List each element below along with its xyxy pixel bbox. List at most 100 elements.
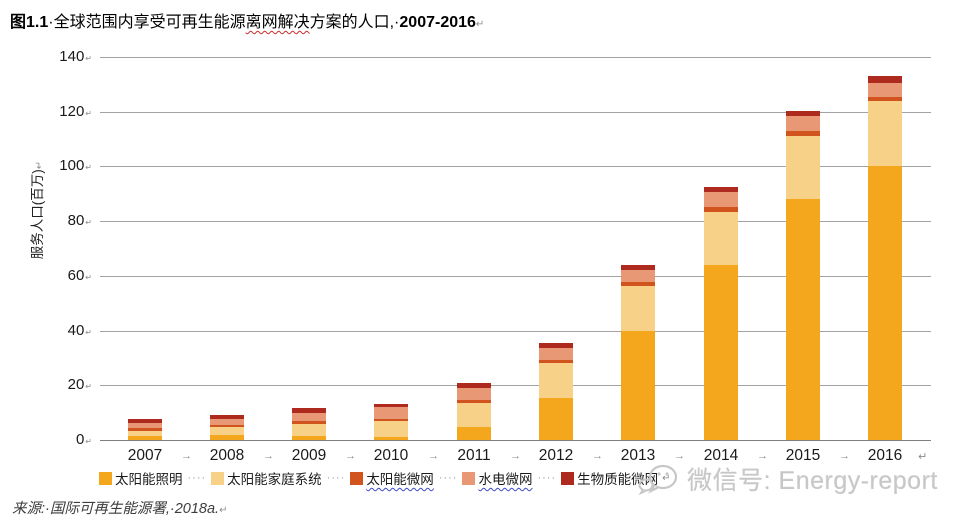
y-tick-label: 80↵	[67, 212, 92, 229]
gridline	[100, 331, 931, 332]
figure-number: 图1.1	[10, 14, 49, 31]
bar-segment	[457, 402, 491, 428]
gridline	[100, 385, 931, 386]
gridline	[100, 112, 931, 113]
bar-segment	[621, 330, 655, 440]
y-tick-label: 100↵	[59, 157, 92, 174]
bar-segment	[292, 421, 326, 424]
bar-segment	[210, 435, 244, 440]
bar-segment	[210, 425, 244, 428]
legend-leader-dots: ····	[438, 472, 458, 484]
bar-segment	[128, 431, 162, 437]
bar-segment	[704, 206, 738, 212]
figure-title-spellcheck-word: 离网解决	[245, 14, 310, 31]
x-tick-label: 2013	[620, 447, 656, 464]
tab-arrow-icon: →	[839, 450, 850, 462]
x-tick-label: 2015	[785, 447, 821, 464]
x-tick-label: 2012	[538, 447, 574, 464]
wechat-icon	[638, 464, 678, 496]
bar-segment	[539, 347, 573, 361]
bar-segment	[374, 418, 408, 421]
paragraph-mark-icon: ↵	[85, 437, 92, 446]
bar-segment	[374, 436, 408, 440]
bar-segment	[128, 436, 162, 440]
x-tick-label: 2008	[209, 447, 245, 464]
gridline	[100, 57, 931, 58]
gridline	[100, 166, 931, 167]
x-tick-label: 2010	[373, 447, 409, 464]
y-tick-label: 140↵	[59, 48, 92, 65]
x-tick-label: 2007	[127, 447, 163, 464]
bar-segment	[128, 428, 162, 432]
bar-segment	[457, 382, 491, 388]
bar-segment	[457, 399, 491, 403]
paragraph-mark-icon: ↵	[219, 505, 228, 516]
bar-segment	[868, 75, 902, 83]
bar-segment	[539, 360, 573, 364]
bar-segment	[786, 199, 820, 440]
legend-swatch	[462, 471, 476, 485]
tab-arrow-icon: →	[181, 450, 192, 462]
legend-swatch	[561, 471, 575, 485]
bar-segment	[128, 419, 162, 424]
legend-swatch	[350, 471, 364, 485]
figure-title-text-2: 方案的人口,·	[309, 14, 400, 31]
legend-swatch	[99, 471, 112, 485]
figure-title-years: 2007-2016	[399, 14, 476, 31]
x-tick-label: 2011	[457, 447, 491, 464]
tab-arrow-icon: →	[757, 450, 768, 462]
tab-arrow-icon: →	[510, 450, 521, 462]
bar-segment	[374, 420, 408, 437]
paragraph-mark-icon: ↵	[85, 273, 92, 282]
bar-segment	[786, 115, 820, 131]
bar-segment	[210, 419, 244, 426]
bar-segment	[786, 111, 820, 116]
tab-arrow-icon: →	[428, 450, 439, 462]
legend-leader-dots: ····	[187, 472, 207, 484]
paragraph-mark-icon: ↵	[475, 19, 485, 30]
bar-segment	[868, 166, 902, 440]
bar-segment	[128, 423, 162, 429]
paragraph-mark-icon: ↵	[85, 328, 92, 337]
paragraph-mark-icon: ↵	[662, 472, 671, 484]
source-note: 来源:·国际可再生能源署,·2018a.↵	[12, 497, 227, 518]
legend-label: 水电微网	[478, 472, 533, 487]
bar-segment	[539, 343, 573, 348]
paragraph-mark-icon: ↵	[634, 470, 645, 485]
bar-segment	[374, 407, 408, 419]
y-tick-label: 40↵	[67, 322, 92, 339]
bar-segment	[292, 413, 326, 422]
bar-segment	[704, 211, 738, 265]
paragraph-mark-icon: ↵	[85, 54, 92, 63]
figure-title-text-1: ·全球范围内享受可再生能源	[48, 14, 246, 31]
bar-segment	[292, 408, 326, 414]
tab-arrow-icon: →	[263, 450, 274, 462]
figure-title: 图1.1·全球范围内享受可再生能源离网解决方案的人口,·2007-2016↵	[10, 8, 484, 32]
bar-segment	[621, 265, 655, 270]
y-tick-label: 120↵	[59, 103, 92, 120]
bar-segment	[868, 96, 902, 101]
bar-segment	[704, 187, 738, 192]
bar-segment	[457, 387, 491, 400]
tab-arrow-icon: →	[674, 450, 685, 462]
tab-arrow-icon: →	[345, 450, 356, 462]
bar-segment	[457, 427, 491, 440]
paragraph-mark-icon: ↵	[85, 109, 92, 118]
bar-segment	[868, 100, 902, 167]
gridline	[100, 440, 931, 441]
bar-segment	[621, 282, 655, 286]
gridline	[100, 221, 931, 222]
source-text: 来源:·国际可再生能源署,·2018a.	[12, 501, 220, 517]
legend-leader-dots: ····	[326, 472, 346, 484]
bar-segment	[210, 415, 244, 420]
legend-label: 生物质能微网	[577, 472, 659, 487]
paragraph-mark-icon: ↵	[85, 218, 92, 227]
y-tick-label: 0↵	[75, 431, 92, 448]
bar-segment	[786, 135, 820, 200]
tab-arrow-icon: →	[592, 450, 603, 462]
x-tick-label: 2014	[703, 447, 739, 464]
bar-segment	[868, 82, 902, 97]
x-tick-label: 2009	[291, 447, 327, 464]
bar-segment	[374, 403, 408, 408]
